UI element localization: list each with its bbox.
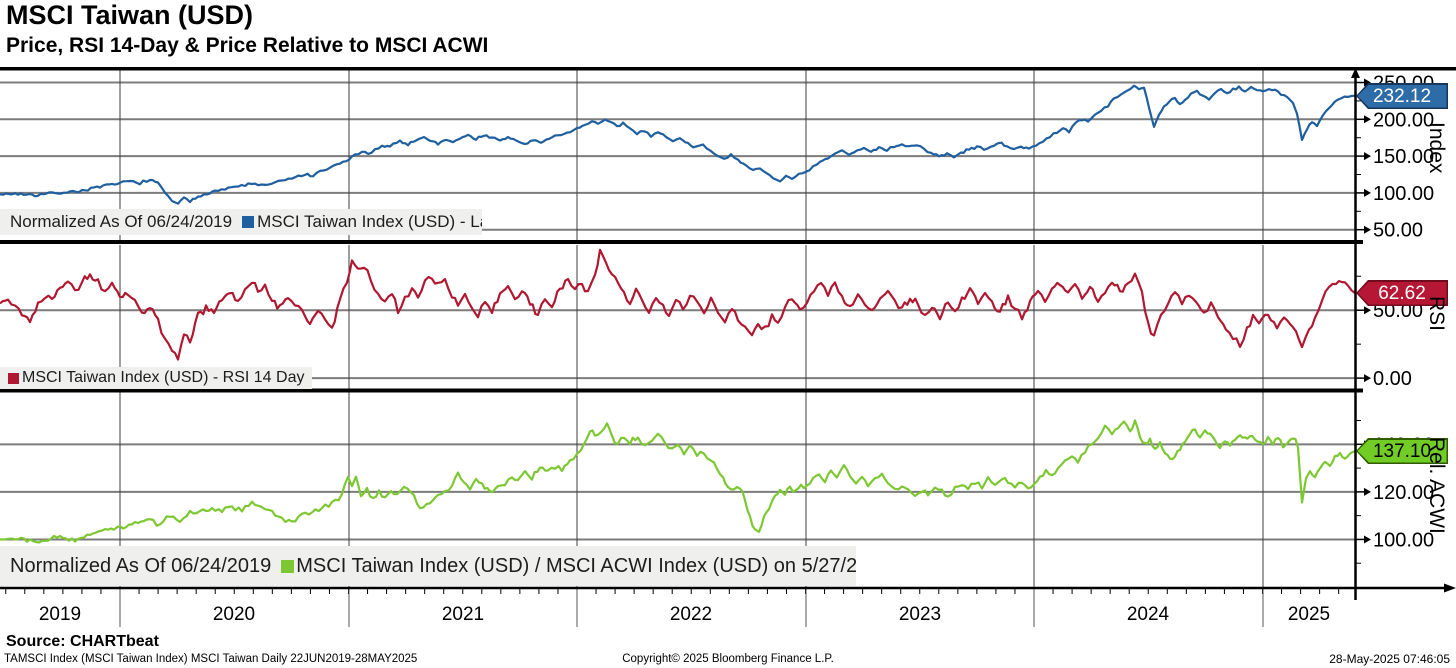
y-tick-arrow-icon [1364,374,1371,383]
price-series-swatch-icon [242,216,255,228]
y-tick-label: 120.00 [1373,482,1434,504]
y-tick-arrow-icon [1364,535,1371,544]
x-tick-label: 2022 [670,604,712,625]
x-tick-label: 2024 [1127,604,1170,625]
axis-title-rsi: RSI [1425,296,1448,332]
y-axis-arrow-icon [1351,68,1360,78]
last-rsi-badge: 62.62 [1356,280,1448,306]
x-tick-label: 2019 [39,604,81,625]
y-tick-arrow-icon [1364,115,1371,124]
legend-price-normalized-note: Normalized As Of 06/24/2019 [10,212,233,231]
x-axis-arrow-icon [1444,583,1456,593]
y-tick-arrow-icon [1364,306,1371,315]
x-tick-label: 2020 [213,604,255,625]
price-relative-series-line [0,419,1355,544]
legend-rel-label: MSCI Taiwan Index (USD) / MSCI ACWI Inde… [296,554,856,577]
y-tick-label: 100.00 [1373,183,1434,205]
last-rel-badge: 137.10 [1356,438,1448,464]
source-line: Source: CHARTbeat [6,633,159,650]
last-price-badge: 232.12 [1356,83,1448,109]
x-tick-label: 2023 [899,604,941,625]
axis-title-index: Index [1425,122,1448,174]
y-tick-arrow-icon [1364,188,1371,197]
rsi-series-swatch-icon [8,372,19,384]
y-tick-label: 200.00 [1373,109,1434,131]
axis-title-rel-acwi: Rel. ACWI [1425,437,1448,534]
y-tick-label: 100.00 [1373,529,1434,551]
chart-meta-line: TAMSCI Index (MSCI Taiwan Index) MSCI Ta… [4,653,418,665]
copyright-line: Copyright© 2025 Bloomberg Finance L.P. [622,653,834,665]
x-tick-label: 2025 [1288,604,1330,625]
page-subtitle: Price, RSI 14-Day & Price Relative to MS… [6,34,489,57]
y-tick-arrow-icon [1364,78,1371,87]
y-tick-label: 50.00 [1373,220,1423,242]
rsi-series-line [0,248,1355,361]
last-rel-value: 137.10 [1357,439,1447,463]
x-tick-label: 2021 [442,604,484,625]
legend-rsi[interactable]: MSCI Taiwan Index (USD) - RSI 14 Day [0,367,312,389]
legend-price-relative[interactable]: Normalized As Of 06/24/2019 MSCI Taiwan … [0,546,856,586]
legend-rsi-label: MSCI Taiwan Index (USD) - RSI 14 Day [22,369,305,386]
y-tick-arrow-icon [1364,152,1371,161]
legend-rel-normalized-note: Normalized As Of 06/24/2019 [10,554,272,577]
legend-price-label: MSCI Taiwan Index (USD) - Last Price [257,212,482,231]
legend-price[interactable]: Normalized As Of 06/24/2019 MSCI Taiwan … [0,209,482,235]
price-series-line [0,84,1355,205]
y-tick-label: 0.00 [1373,368,1412,390]
y-tick-arrow-icon [1364,225,1371,234]
last-price-value: 232.12 [1357,84,1447,108]
y-tick-label: 150.00 [1373,146,1434,168]
page-title: MSCI Taiwan (USD) [6,0,254,30]
y-tick-arrow-icon [1364,487,1371,496]
last-rsi-value: 62.62 [1357,281,1447,305]
rel-series-swatch-icon [281,559,295,573]
timestamp: 28-May-2025 07:46:05 [1329,652,1450,666]
